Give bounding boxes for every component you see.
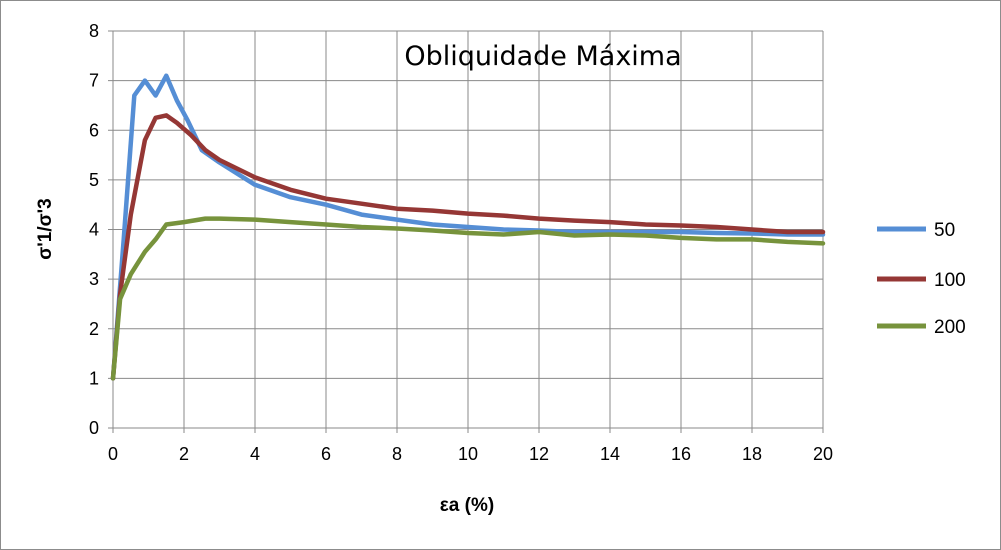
x-tick-label: 16	[671, 444, 691, 464]
chart-title: Obliquidade Máxima	[404, 41, 681, 72]
x-tick-label: 4	[250, 444, 260, 464]
y-tick-label: 3	[89, 269, 99, 289]
series-line-100	[110, 113, 826, 381]
x-tick-label: 8	[392, 444, 402, 464]
legend-label: 200	[934, 317, 966, 338]
x-tick-label: 20	[813, 444, 833, 464]
y-tick-label: 1	[89, 368, 99, 388]
x-tick-label: 0	[108, 444, 118, 464]
x-tick-label: 12	[529, 444, 549, 464]
legend-label: 50	[934, 220, 955, 241]
y-axis-title: σ'1/σ'3	[35, 198, 56, 259]
y-tick-label: 0	[89, 418, 99, 438]
legend-label: 100	[934, 270, 966, 291]
x-tick-label: 18	[742, 444, 762, 464]
x-axis-title: εa (%)	[440, 495, 494, 516]
y-tick-label: 2	[89, 319, 99, 339]
series-line-50	[110, 73, 826, 381]
series-lines	[110, 73, 826, 381]
y-tick-label: 8	[89, 21, 99, 41]
y-tick-label: 7	[89, 71, 99, 91]
y-tick-label: 5	[89, 170, 99, 190]
x-tick-label: 6	[321, 444, 331, 464]
y-tick-label: 6	[89, 120, 99, 140]
x-tick-label: 10	[458, 444, 478, 464]
series-line-200	[110, 216, 826, 381]
legend: 50 100 200	[877, 220, 966, 338]
y-tick-label: 4	[89, 220, 99, 240]
x-tick-label: 14	[600, 444, 620, 464]
x-tick-label: 2	[179, 444, 189, 464]
